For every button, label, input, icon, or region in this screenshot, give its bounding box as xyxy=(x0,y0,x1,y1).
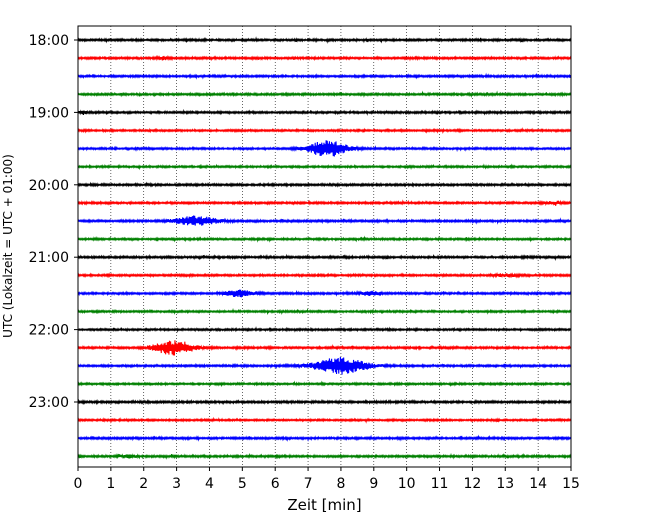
x-tick-label-14: 14 xyxy=(529,476,547,492)
trace-row-2330 xyxy=(77,434,572,442)
trace-row-1915 xyxy=(77,127,572,135)
trace-row-2300 xyxy=(77,398,572,406)
trace-row-2015 xyxy=(77,199,572,207)
trace-row-2245 xyxy=(77,380,572,388)
trace-row-2200 xyxy=(77,326,572,333)
plot-frame xyxy=(77,25,572,468)
x-ticks: 0 1 2 3 4 5 6 7 8 9 10 11 12 13 14 15 xyxy=(74,467,580,492)
y-tick-label-2300: 23:00 xyxy=(29,395,69,411)
trace-row-2100 xyxy=(77,253,572,262)
trace-row-1945 xyxy=(77,163,572,171)
x-tick-label-1: 1 xyxy=(106,476,115,492)
trace-row-2215 xyxy=(77,340,572,356)
x-tick-label-9: 9 xyxy=(369,476,378,492)
y-axis-label: UTC (Lokalzeit = UTC + 01:00) xyxy=(1,154,15,338)
trace-row-1930 xyxy=(77,140,572,157)
trace-row-1845 xyxy=(77,90,572,98)
trace-row-2315 xyxy=(77,416,572,424)
x-tick-label-13: 13 xyxy=(496,476,514,492)
trace-row-2345 xyxy=(77,452,572,460)
x-tick-label-7: 7 xyxy=(304,476,313,492)
trace-row-1815 xyxy=(77,54,572,62)
trace-row-1800 xyxy=(77,36,572,44)
x-tick-label-4: 4 xyxy=(205,476,214,492)
x-tick-label-11: 11 xyxy=(431,476,449,492)
y-tick-label-1900: 19:00 xyxy=(29,105,69,121)
trace-row-1900 xyxy=(77,108,572,116)
y-tick-label-2000: 20:00 xyxy=(29,178,69,194)
x-tick-label-10: 10 xyxy=(398,476,416,492)
x-tick-label-8: 8 xyxy=(336,476,345,492)
trace-row-2030 xyxy=(77,215,572,226)
x-tick-label-2: 2 xyxy=(139,476,148,492)
x-tick-label-6: 6 xyxy=(271,476,280,492)
x-axis-label: Zeit [min] xyxy=(287,496,361,514)
x-tick-label-12: 12 xyxy=(463,476,481,492)
x-tick-label-0: 0 xyxy=(74,476,83,492)
trace-rows xyxy=(77,36,572,460)
trace-row-2130 xyxy=(77,289,572,298)
x-tick-label-3: 3 xyxy=(172,476,181,492)
trace-row-2115 xyxy=(77,271,572,279)
trace-row-2045 xyxy=(77,235,572,243)
trace-row-2145 xyxy=(77,307,572,316)
y-tick-label-2100: 21:00 xyxy=(29,250,69,266)
trace-row-2000 xyxy=(77,181,572,188)
y-tick-label-1800: 18:00 xyxy=(29,33,69,49)
trace-row-1830 xyxy=(77,72,572,80)
trace-row-2230 xyxy=(77,356,572,375)
x-tick-label-15: 15 xyxy=(562,476,580,492)
x-tick-label-5: 5 xyxy=(238,476,247,492)
y-tick-label-2200: 22:00 xyxy=(29,323,69,339)
y-ticks: 18:00 19:00 20:00 21:00 22:00 23:00 xyxy=(29,33,78,411)
